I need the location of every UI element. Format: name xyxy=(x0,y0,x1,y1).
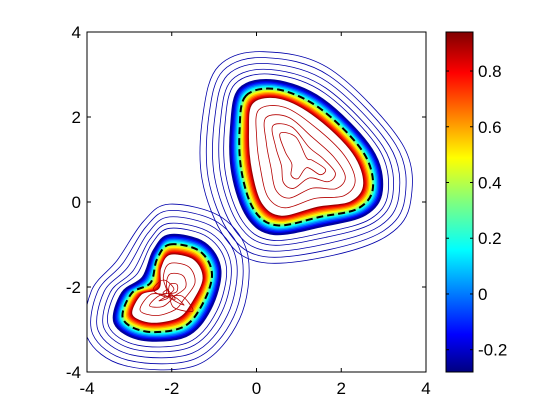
outer-contour xyxy=(199,51,413,264)
x-tick-label: 0 xyxy=(252,379,261,398)
band-contour xyxy=(126,248,209,329)
level-set-contour xyxy=(238,87,375,227)
band-contour xyxy=(114,235,221,341)
colorbar-tick-label: 0.8 xyxy=(478,62,502,81)
band-contour xyxy=(230,80,382,235)
inner-contour xyxy=(279,132,327,180)
x-tick-label: 2 xyxy=(337,379,346,398)
band-contour xyxy=(229,79,384,236)
band-contour xyxy=(244,93,368,221)
y-tick-label: 0 xyxy=(72,193,81,212)
band-contour xyxy=(241,91,371,223)
band-contour xyxy=(117,239,217,337)
x-ticks: -4 -2 0 2 4 xyxy=(79,32,431,398)
inner-contour xyxy=(263,114,346,199)
band-contour xyxy=(239,88,373,226)
y-tick-label: -4 xyxy=(66,363,81,382)
colorbar-frame xyxy=(445,31,474,373)
x-tick-label: -4 xyxy=(79,379,94,398)
colorbar-tick-label: 0.4 xyxy=(478,173,502,192)
outer-contour xyxy=(223,73,390,241)
outer-contour xyxy=(102,222,232,353)
level-set-contour xyxy=(121,243,214,334)
band-contour xyxy=(122,244,212,333)
outer-contour xyxy=(107,227,228,348)
inner-contour xyxy=(158,282,185,306)
band-contour xyxy=(243,92,370,222)
contour-layer xyxy=(87,51,413,371)
y-tick-label: 2 xyxy=(72,108,81,127)
outer-contour xyxy=(218,68,395,246)
band-contour xyxy=(246,95,366,218)
colorbar-ticks: -0.2 0 0.2 0.4 0.6 0.8 xyxy=(446,62,507,360)
band-contour xyxy=(240,89,372,225)
band-contour xyxy=(236,86,376,228)
band-contour xyxy=(235,85,377,230)
band-contour xyxy=(245,94,367,220)
colorbar-tick-label: 0 xyxy=(478,285,487,304)
band-contour xyxy=(120,241,215,335)
y-ticks: -4 -2 0 2 4 xyxy=(66,23,426,382)
y-tick-label: -2 xyxy=(66,278,81,297)
outer-contour xyxy=(90,210,244,365)
band-contour xyxy=(112,233,222,342)
inner-contour xyxy=(152,279,194,313)
band-contour xyxy=(234,83,379,231)
plot-area: -4 -2 0 2 4 -4 -2 0 2 4 xyxy=(66,23,431,398)
band-contour xyxy=(231,81,381,233)
y-tick-label: 4 xyxy=(72,23,81,42)
x-tick-label: 4 xyxy=(421,379,430,398)
band-contour xyxy=(123,245,211,331)
band-contour xyxy=(127,249,208,328)
outer-contour xyxy=(96,216,238,359)
band-contour xyxy=(233,82,380,232)
colorbar-tick-label: 0.2 xyxy=(478,229,502,248)
outer-contour xyxy=(212,63,401,252)
band-contour xyxy=(125,247,210,330)
x-tick-label: -2 xyxy=(164,379,179,398)
inner-contour xyxy=(271,123,336,189)
band-contour xyxy=(118,240,216,336)
inner-contour xyxy=(149,272,187,308)
band-contour xyxy=(115,236,220,340)
colorbar-tick-label: -0.2 xyxy=(478,341,507,360)
inner-contour xyxy=(255,105,356,209)
outer-contour xyxy=(205,57,407,258)
outer-contour xyxy=(87,203,250,371)
band-contour xyxy=(116,237,218,339)
region-1 xyxy=(199,51,413,264)
region-2 xyxy=(87,203,250,371)
colorbar-gradient xyxy=(446,32,473,372)
colorbar-tick-label: 0.6 xyxy=(478,118,502,137)
colorbar: -0.2 0 0.2 0.4 0.6 0.8 xyxy=(445,31,507,373)
